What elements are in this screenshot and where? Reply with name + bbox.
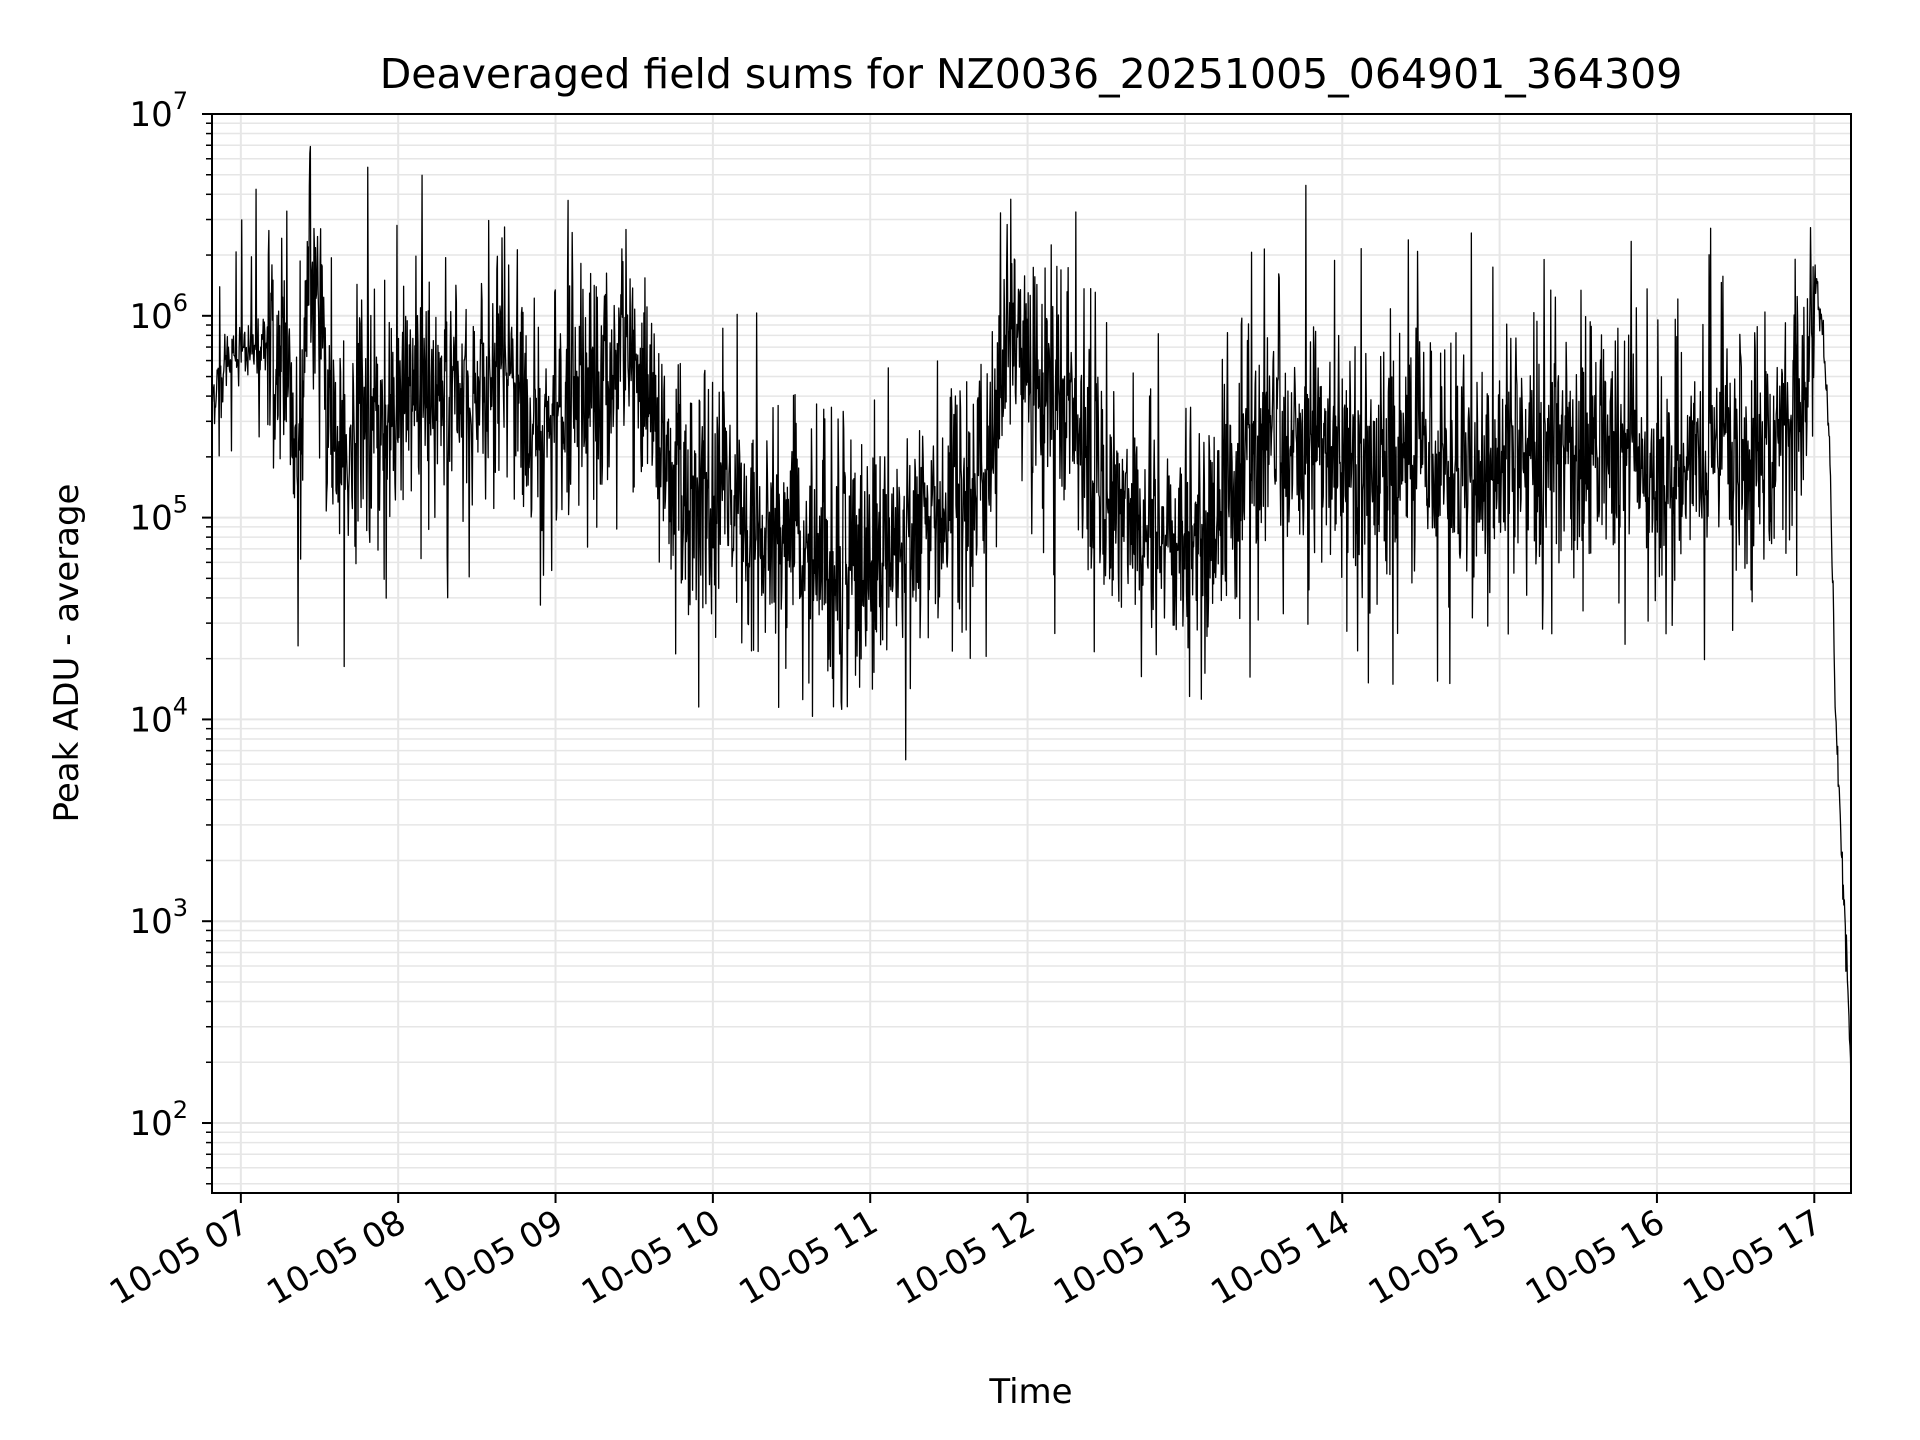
grid-lines xyxy=(212,113,1851,1193)
y-axis-label: Peak ADU - average xyxy=(47,484,87,823)
chart-title: Deaveraged field sums for NZ0036_2025100… xyxy=(380,50,1683,98)
y-tick-label: 106 xyxy=(129,289,188,337)
series-line xyxy=(212,145,1851,1085)
series-layer xyxy=(212,145,1851,1085)
y-tick-label: 105 xyxy=(129,491,188,539)
y-tick-label: 102 xyxy=(129,1096,188,1144)
y-tick-label: 104 xyxy=(129,692,188,740)
y-tick-label: 103 xyxy=(129,894,188,942)
x-axis-label: Time xyxy=(988,1372,1072,1412)
plot-frame xyxy=(211,113,1852,1194)
y-tick-label: 107 xyxy=(129,87,188,135)
